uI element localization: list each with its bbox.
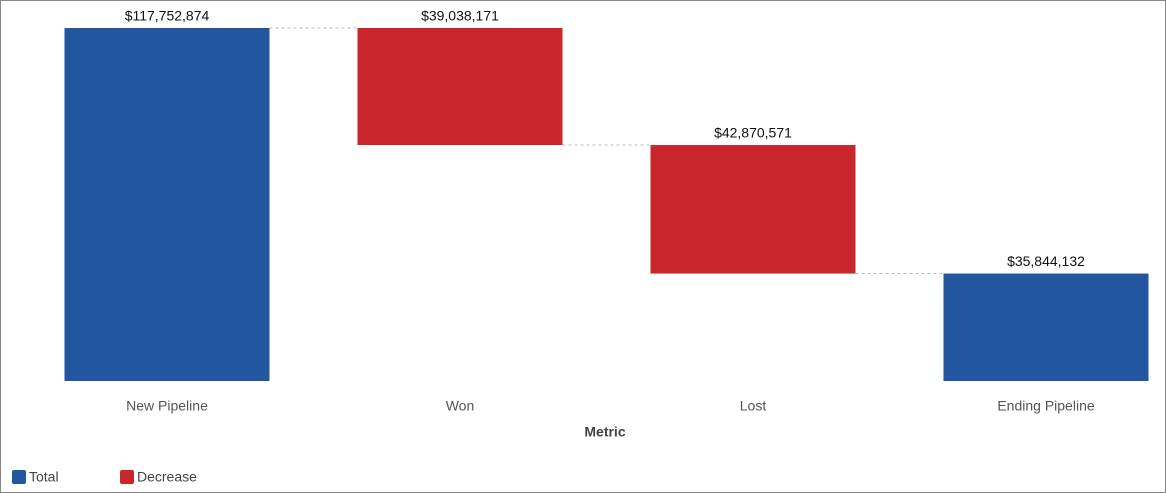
legend-label: Total <box>29 469 59 485</box>
value-label: $42,870,571 <box>714 125 792 141</box>
x-tick-label: Won <box>446 398 475 414</box>
value-label: $39,038,171 <box>421 8 499 24</box>
x-tick-label: Lost <box>740 398 767 414</box>
legend-swatch <box>12 470 26 484</box>
x-axis-title: Metric <box>584 424 625 440</box>
legend-swatch <box>120 470 134 484</box>
value-label: $35,844,132 <box>1007 253 1085 269</box>
bar <box>357 28 563 146</box>
x-tick-label: Ending Pipeline <box>997 398 1095 414</box>
bar <box>943 273 1149 381</box>
value-label: $117,752,874 <box>125 8 210 24</box>
bar <box>64 28 270 381</box>
bar <box>650 145 856 274</box>
legend-label: Decrease <box>137 469 197 485</box>
x-tick-label: New Pipeline <box>126 398 208 414</box>
